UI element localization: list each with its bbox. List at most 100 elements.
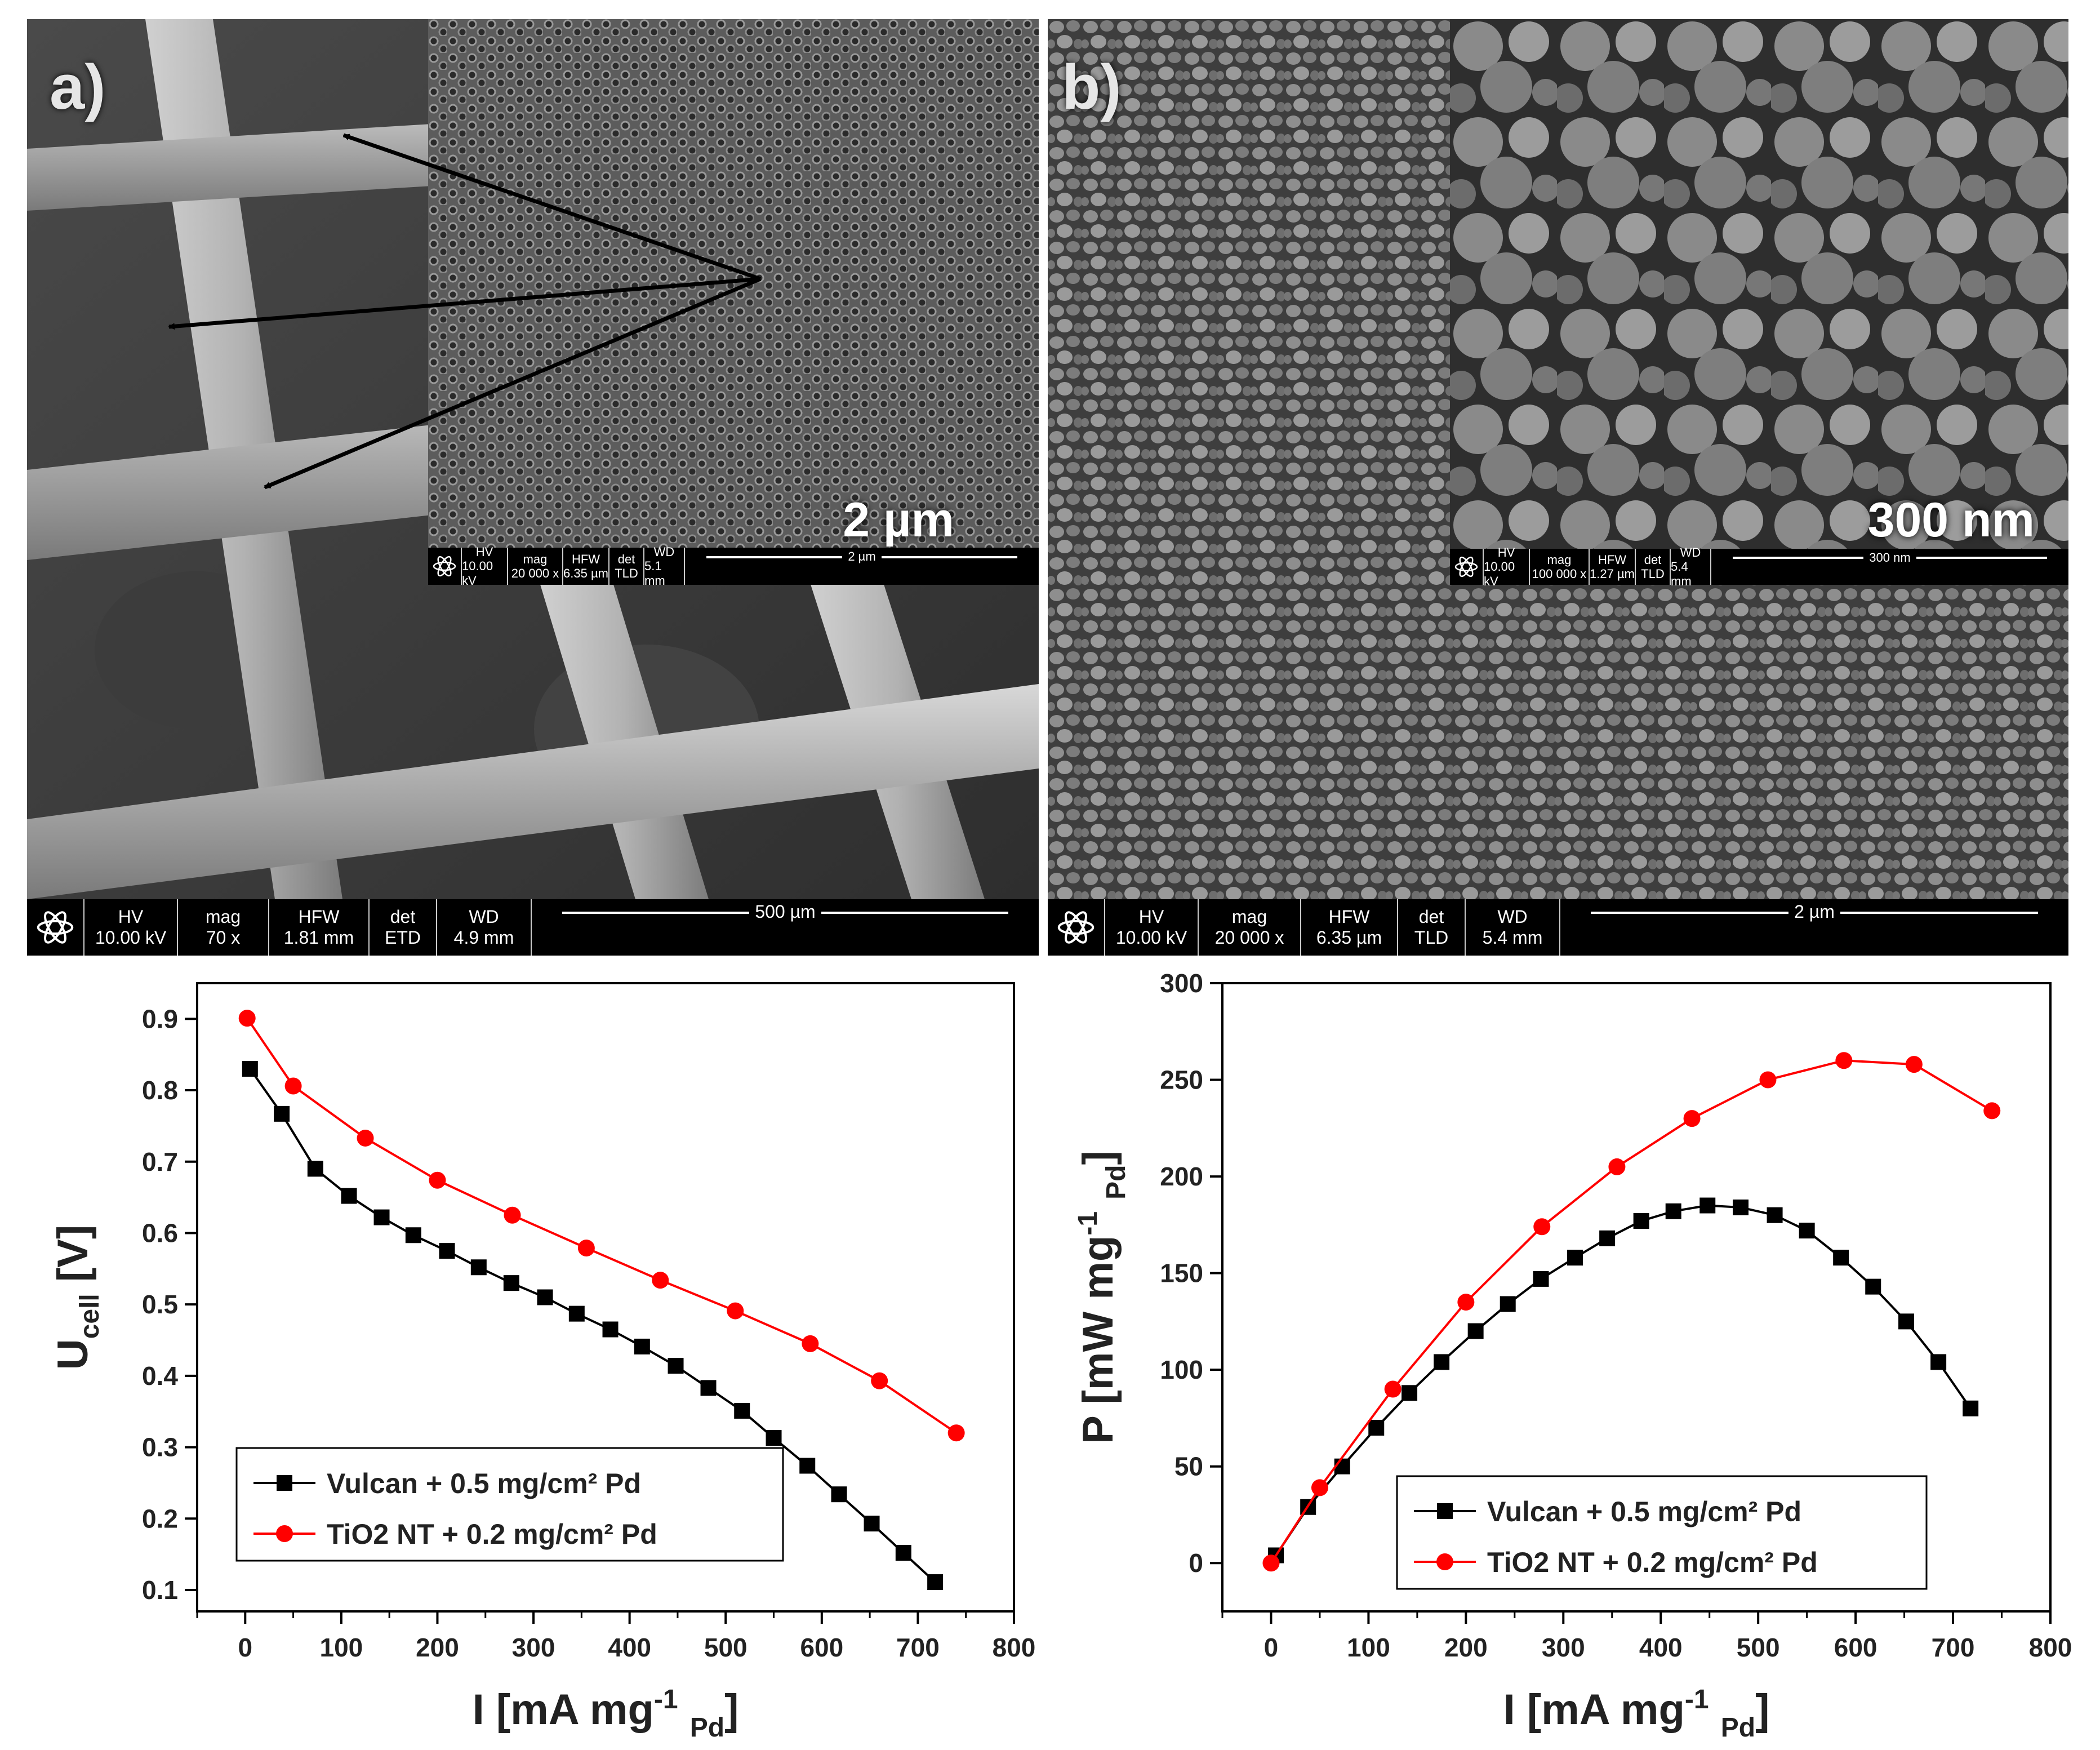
- panel-b-label: b): [1062, 52, 1122, 122]
- data-point-square: [242, 1061, 258, 1077]
- mag-value: 20 000 x: [511, 566, 559, 580]
- y-tick-label: 0: [1189, 1548, 1203, 1578]
- wd-cell: WD 5.1 mm: [643, 545, 684, 588]
- data-point-circle: [1311, 1479, 1328, 1496]
- wd-value: 5.4 mm: [1482, 927, 1543, 948]
- data-point-circle: [1983, 1102, 2001, 1120]
- wd-cell: WD 5.4 mm: [1465, 899, 1559, 956]
- wd-cell: WD 5.4 mm: [1670, 545, 1710, 588]
- mag-value: 70 x: [206, 927, 241, 948]
- wd-value: 5.1 mm: [644, 559, 665, 588]
- data-point-circle: [284, 1077, 302, 1095]
- data-point-square: [307, 1161, 323, 1177]
- data-point-circle: [429, 1171, 446, 1189]
- x-tick-label: 100: [320, 1633, 363, 1662]
- panel-a-label: a): [50, 52, 106, 122]
- data-point-square: [634, 1338, 650, 1354]
- fei-logo-icon: [1048, 899, 1104, 956]
- hv-value: 10.00 kV: [1115, 927, 1187, 948]
- hfw-cell: HFW 1.27 µm: [1589, 549, 1635, 585]
- x-tick-label: 300: [512, 1633, 555, 1662]
- panel-b-info-bar: HV 10.00 kV mag 20 000 x HFW 6.35 µm det TLD…: [1048, 899, 2068, 956]
- data-point-circle: [802, 1335, 819, 1352]
- hv-cell: HV 10.00 kV: [1104, 899, 1198, 956]
- wd-label: WD: [1680, 545, 1701, 560]
- hfw-label: HFW: [1598, 552, 1627, 567]
- hfw-value: 1.27 µm: [1590, 567, 1635, 581]
- y-tick-label: 200: [1160, 1162, 1203, 1191]
- legend-label: Vulcan + 0.5 mg/cm² Pd: [1487, 1496, 1801, 1527]
- plot-frame: [196, 982, 1015, 1613]
- wd-label: WD: [1497, 907, 1528, 927]
- mag-value: 20 000 x: [1214, 927, 1284, 948]
- hv-cell: HV 10.00 kV: [83, 899, 177, 956]
- data-point-circle: [871, 1372, 888, 1389]
- data-point-circle: [1457, 1294, 1475, 1311]
- hv-value: 10.00 kV: [462, 559, 493, 588]
- x-tick-label: 700: [896, 1633, 940, 1662]
- scale-bar: 500 µm: [531, 899, 1039, 956]
- data-point-square: [1500, 1296, 1516, 1312]
- hv-label: HV: [118, 907, 144, 927]
- legend-marker-circle: [1436, 1553, 1453, 1570]
- x-tick-label: 400: [608, 1633, 651, 1662]
- det-label: det: [1644, 552, 1662, 567]
- hv-label: HV: [1497, 545, 1515, 560]
- data-point-square: [405, 1227, 421, 1243]
- legend-label: Vulcan + 0.5 mg/cm² Pd: [327, 1468, 641, 1499]
- wd-label: WD: [469, 907, 499, 927]
- series-line: [246, 1017, 957, 1434]
- data-point-square: [1799, 1223, 1815, 1239]
- power-chart: 0 100 200 300 400 500 600 700 800 0 50 100 150 200 250…: [1073, 969, 2072, 1743]
- data-point-square: [1733, 1199, 1749, 1215]
- scale-bar-label: 2 µm: [1788, 901, 1840, 922]
- data-point-square: [503, 1275, 519, 1291]
- hfw-label: HFW: [571, 552, 600, 566]
- mag-value: 100 000 x: [1532, 567, 1587, 581]
- x-tick-label: 700: [1932, 1633, 1975, 1662]
- data-point-square: [1567, 1250, 1583, 1266]
- wd-value: 5.4 mm: [1671, 559, 1692, 588]
- data-point-square: [1633, 1212, 1649, 1229]
- y-tick-label: 0.5: [142, 1290, 178, 1319]
- data-point-square: [341, 1188, 357, 1204]
- x-tick-label: 800: [993, 1633, 1036, 1662]
- panel-a-info-bar: HV 10.00 kV mag 70 x HFW 1.81 mm det ETD WD 4…: [27, 899, 1039, 956]
- hv-cell: HV 10.00 kV: [1483, 545, 1529, 588]
- y-tick-label: 100: [1160, 1355, 1203, 1384]
- det-value: TLD: [615, 566, 638, 580]
- data-point-circle: [1683, 1110, 1701, 1127]
- mag-label: mag: [1547, 552, 1572, 567]
- legend-box: [235, 1447, 784, 1562]
- legend-marker-square: [1437, 1503, 1453, 1519]
- det-label: det: [617, 552, 635, 566]
- x-tick-label: 200: [416, 1633, 459, 1662]
- y-tick-label: 0.1: [142, 1575, 178, 1605]
- x-tick-label: 0: [238, 1633, 252, 1662]
- data-point-square: [1898, 1313, 1915, 1330]
- mag-cell: mag 20 000 x: [1198, 899, 1300, 956]
- y-axis-label: Ucell [V]: [49, 1225, 105, 1370]
- data-point-square: [831, 1486, 847, 1503]
- mag-cell: mag 20 000 x: [507, 548, 562, 585]
- data-point-square: [1665, 1203, 1681, 1219]
- plot-frame: [1221, 982, 2052, 1613]
- y-tick-label: 0.6: [142, 1218, 178, 1247]
- det-cell: det ETD: [368, 899, 436, 956]
- legend-label: TiO2 NT + 0.2 mg/cm² Pd: [327, 1518, 657, 1550]
- hfw-label: HFW: [1328, 907, 1370, 927]
- x-tick-label: 500: [1737, 1633, 1780, 1662]
- mag-label: mag: [523, 552, 548, 566]
- legend-label: TiO2 NT + 0.2 mg/cm² Pd: [1487, 1547, 1818, 1578]
- arrows-overlay: [168, 133, 762, 490]
- det-label: det: [1418, 907, 1444, 927]
- scale-bar-label: 2 µm: [842, 549, 882, 563]
- data-point-square: [1699, 1197, 1716, 1214]
- hfw-value: 1.81 mm: [283, 927, 354, 948]
- y-tick-label: 50: [1174, 1452, 1203, 1481]
- data-point-square: [700, 1380, 717, 1396]
- hfw-value: 6.35 µm: [1316, 927, 1382, 948]
- data-point-circle: [727, 1302, 744, 1320]
- scale-bar: 2 µm: [1559, 899, 2068, 956]
- inset-b-info-bar: HV 10.00 kV mag 100 000 x HFW 1.27 µm det TL…: [1450, 545, 2068, 588]
